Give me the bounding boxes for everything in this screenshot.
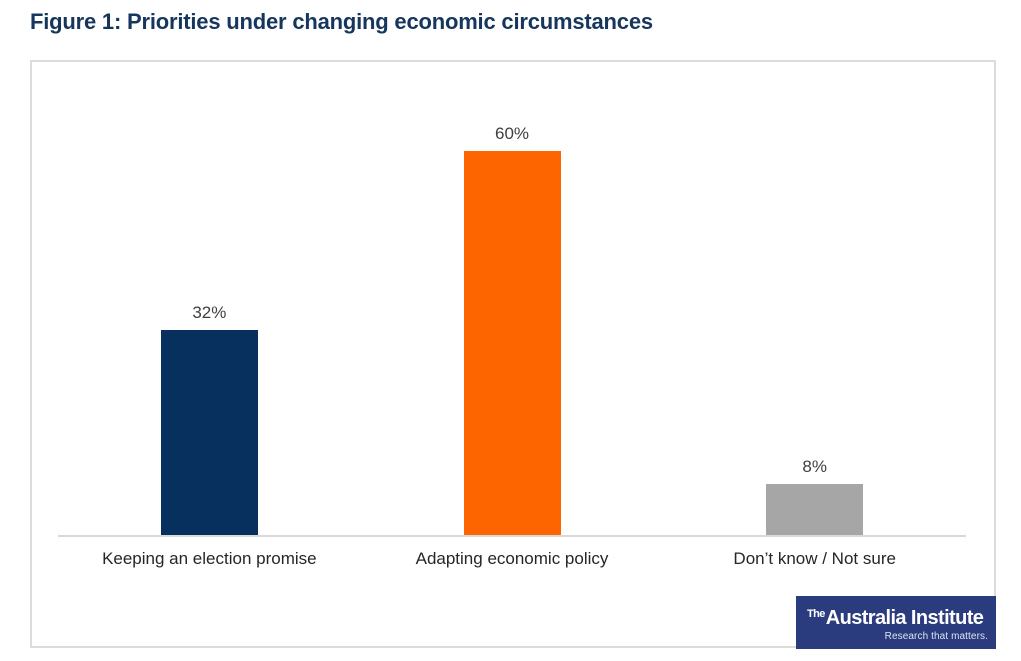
category-label: Adapting economic policy (415, 549, 609, 568)
bar-value-label: 60% (494, 124, 530, 143)
bar (766, 484, 864, 535)
x-axis-line (58, 535, 966, 537)
logo-name-text: Australia Institute (825, 607, 984, 629)
logo-tagline: Research that matters. (884, 631, 988, 642)
australia-institute-logo: TheAustralia Institute Research that mat… (796, 596, 996, 649)
chart-frame: 32% 60% 8% Keeping an election promise A… (30, 60, 996, 649)
category-axis: Keeping an election promise Adapting eco… (58, 549, 966, 569)
bar-slot: 60% (361, 62, 664, 535)
logo-the-text: The (807, 608, 825, 620)
plot-area: 32% 60% 8% (58, 62, 966, 535)
bar-value-label: 8% (802, 457, 827, 476)
category-label: Keeping an election promise (102, 549, 317, 568)
logo-wordmark: TheAustralia Institute (807, 603, 988, 629)
figure-title: Figure 1: Priorities under changing econ… (30, 9, 653, 34)
category-label: Don’t know / Not sure (733, 549, 896, 568)
bar (463, 151, 561, 535)
bar-slot: 8% (663, 62, 966, 535)
bar-value-label: 32% (192, 303, 227, 322)
bar-slot: 32% (58, 62, 361, 535)
bar (160, 330, 258, 535)
